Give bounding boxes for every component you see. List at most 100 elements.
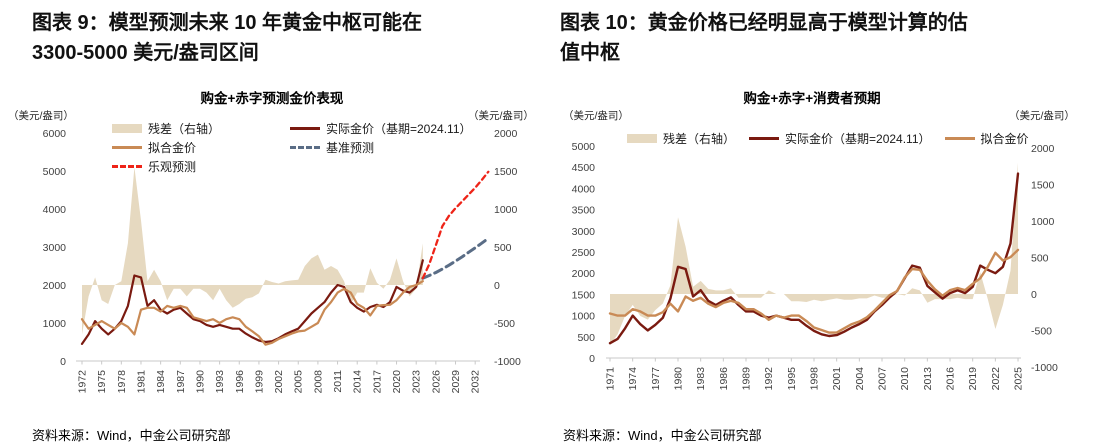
right-axis-tick: 1000 (494, 204, 518, 216)
x-axis-tick: 1974 (627, 367, 639, 391)
right-axis-tick: -500 (494, 318, 515, 330)
x-axis-tick: 2026 (430, 370, 442, 394)
right-axis-unit: （美元/盎司） (1009, 109, 1075, 122)
legend-swatch-line-icon (290, 127, 320, 130)
x-axis-tick: 2007 (877, 367, 889, 391)
x-axis-tick: 1993 (214, 370, 226, 394)
series-line-forecast (421, 170, 490, 280)
x-axis-tick: 1983 (695, 367, 707, 391)
x-axis-tick: 2002 (273, 370, 285, 394)
x-axis-tick: 2022 (990, 367, 1002, 391)
x-axis-tick: 2004 (854, 367, 866, 391)
figure9-heading-line1: 图表 9：模型预测未来 10 年黄金中枢可能在 (32, 12, 423, 34)
left-axis-tick: 1500 (572, 289, 596, 301)
right-axis-unit: （美元/盎司） (468, 109, 534, 122)
x-axis-tick: 1998 (809, 367, 821, 391)
right-axis-tick: 2000 (1031, 143, 1055, 155)
series-area-residual (82, 167, 423, 335)
x-axis-tick: 1987 (175, 370, 187, 394)
legend-label: 乐观预测 (148, 160, 197, 174)
x-axis-tick: 1971 (605, 367, 617, 391)
x-axis-tick: 1972 (77, 370, 89, 394)
legend-item: 拟合金价 (112, 140, 290, 155)
left-axis-tick: 5000 (572, 141, 596, 153)
legend-label: 残差（右轴） (663, 132, 736, 146)
legend-item: 残差（右轴） (627, 131, 735, 146)
figure9-source: 资料来源：Wind，中金公司研究部 (32, 428, 231, 443)
left-axis-tick: 2000 (43, 280, 67, 292)
x-axis-tick: 1989 (741, 367, 753, 391)
figure10-source: 资料来源：Wind，中金公司研究部 (563, 428, 762, 443)
right-axis-tick: 500 (1031, 253, 1049, 265)
left-axis-tick: 6000 (43, 128, 67, 140)
right-axis-tick: 2000 (494, 128, 518, 140)
x-axis-tick: 2005 (293, 370, 305, 394)
figure10-heading-line2: 值中枢 (560, 42, 620, 64)
chart-legend: 残差（右轴） 实际金价（基期=2024.11） 拟合金价 (627, 131, 1029, 146)
left-axis-tick: 500 (577, 332, 595, 344)
x-axis-tick: 1980 (673, 367, 685, 391)
x-axis-tick: 2008 (312, 370, 324, 394)
legend-label: 残差（右轴） (148, 122, 221, 136)
x-axis-tick: 2019 (967, 367, 979, 391)
series-line-forecast (421, 236, 490, 280)
x-axis-tick: 2011 (332, 370, 344, 393)
series-line-price (608, 248, 1020, 334)
left-axis-tick: 5000 (43, 166, 67, 178)
x-axis-tick: 2010 (899, 367, 911, 391)
chart-title: 购金+赤字+消费者预期 (743, 90, 880, 106)
x-axis-tick: 1992 (763, 367, 775, 391)
x-axis-tick: 2023 (411, 370, 423, 394)
legend-swatch-area-icon (112, 124, 142, 133)
x-axis-tick: 2001 (831, 367, 843, 391)
figure9-heading: 图表 9：模型预测未来 10 年黄金中枢可能在 3300-5000 美元/盎司区… (32, 8, 524, 68)
legend-label: 基准预测 (326, 141, 375, 155)
right-axis-tick: -1000 (1031, 362, 1058, 374)
legend-label: 拟合金价 (148, 141, 197, 155)
x-axis-tick: 2016 (945, 367, 957, 391)
figure10-heading-line1: 图表 10：黄金价格已经明显高于模型计算的估 (560, 12, 968, 34)
x-axis-tick: 2017 (371, 370, 383, 394)
legend-item: 乐观预测 (112, 159, 290, 174)
x-axis-tick: 2013 (922, 367, 934, 391)
legend-swatch-dashed-icon (112, 165, 142, 168)
left-axis-tick: 2500 (572, 247, 596, 259)
chart-plot-gold-model-valuation: 购金+赤字+消费者预期 （美元/盎司） （美元/盎司） 0 500 1000 1500 200… (563, 90, 1075, 391)
legend-swatch-line-icon (112, 146, 142, 149)
x-axis-tick: 1995 (786, 367, 798, 391)
left-axis-tick: 4500 (572, 162, 596, 174)
series-line-price (608, 172, 1020, 345)
left-axis-tick: 1000 (43, 318, 67, 330)
x-axis-tick: 2020 (391, 370, 403, 394)
x-axis-tick: 1984 (155, 370, 167, 394)
x-axis-tick: 1999 (253, 370, 265, 394)
x-axis-tick: 1981 (135, 370, 147, 394)
left-axis-tick: 3000 (43, 242, 67, 254)
series-line-price (80, 280, 424, 346)
legend-item: 拟合金价 (944, 131, 1029, 146)
series-area-residual (610, 162, 1018, 346)
legend-label: 实际金价（基期=2024.11） (785, 132, 931, 146)
chart-plot-gold-model-forecast: 购金+赤字预测金价表现 （美元/盎司） （美元/盎司） 0 1000 2000 3000 40… (8, 90, 534, 394)
x-axis-tick: 1996 (234, 370, 246, 394)
left-axis-unit: （美元/盎司） (8, 109, 74, 122)
left-axis-tick: 4000 (572, 183, 596, 195)
legend-item: 残差（右轴） (112, 121, 290, 136)
x-axis-tick: 1990 (194, 370, 206, 394)
x-axis-tick: 2025 (1013, 367, 1025, 391)
left-axis-tick: 0 (60, 356, 66, 368)
figure9-chart: 购金+赤字预测金价表现 （美元/盎司） （美元/盎司） 0 1000 2000 3000 40… (0, 85, 551, 417)
right-axis-tick: -500 (1031, 326, 1052, 338)
right-axis-tick: 500 (494, 242, 512, 254)
legend-swatch-line-icon (749, 137, 780, 140)
legend-label: 拟合金价 (980, 132, 1029, 146)
right-axis-tick: 1500 (494, 166, 518, 178)
x-axis-tick: 1978 (116, 370, 128, 394)
chart-title: 购金+赤字预测金价表现 (201, 90, 344, 106)
right-axis-tick: -1000 (494, 356, 521, 368)
legend-label: 实际金价（基期=2024.11） (326, 122, 472, 136)
x-axis-tick: 2029 (450, 370, 462, 394)
x-axis-tick: 2014 (352, 370, 364, 394)
x-axis-tick: 1986 (718, 367, 730, 391)
